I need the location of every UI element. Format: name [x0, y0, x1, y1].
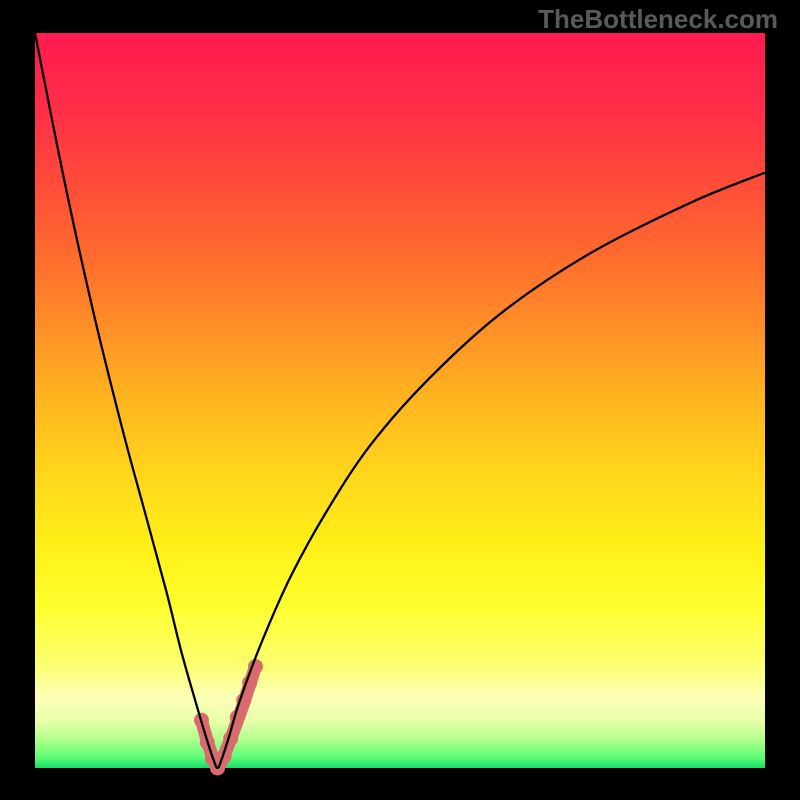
chart-container: TheBottleneck.com	[0, 0, 800, 800]
watermark-text: TheBottleneck.com	[538, 4, 778, 35]
plot-background	[35, 33, 765, 768]
bottleneck-curve-chart	[0, 0, 800, 800]
